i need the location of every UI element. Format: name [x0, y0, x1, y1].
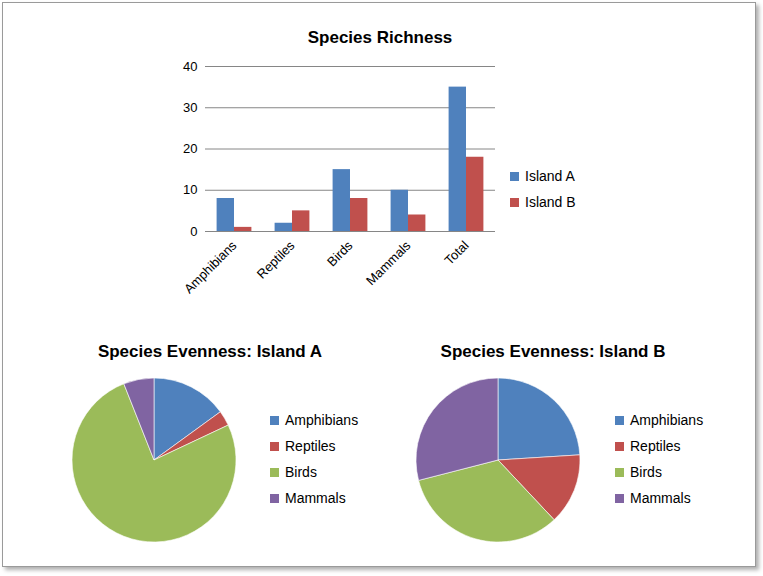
- html-text:Species Evenness: Island B: Species Evenness: Island B: [440, 342, 666, 361]
- svg-text:Mammals: Mammals: [363, 237, 414, 288]
- svg-text:10: 10: [183, 182, 197, 197]
- html-text:Amphibians: Amphibians: [630, 412, 704, 428]
- svg-text:Total: Total: [442, 238, 472, 268]
- html-text:Species Evenness: Island A: Species Evenness: Island A: [97, 342, 323, 361]
- html-text:Species Richness: Species Richness: [307, 28, 453, 47]
- html-text:Mammals: Mammals: [285, 490, 346, 506]
- svg-text:20: 20: [183, 141, 197, 156]
- svg-text:30: 30: [183, 100, 197, 115]
- svg-text:Reptiles: Reptiles: [254, 237, 298, 281]
- svg-text:0: 0: [190, 224, 197, 239]
- html-text:Birds: Birds: [630, 464, 662, 480]
- svg-text:40: 40: [183, 59, 197, 74]
- html-text:Reptiles: Reptiles: [630, 438, 681, 454]
- html-text:Birds: Birds: [285, 464, 317, 480]
- html-text:Island B: Island B: [525, 194, 576, 210]
- html-text:Island A: Island A: [525, 168, 575, 184]
- html-text:Mammals: Mammals: [630, 490, 691, 506]
- svg-text:Birds: Birds: [324, 237, 356, 269]
- svg-text:Amphibians: Amphibians: [181, 237, 240, 296]
- html-text:Reptiles: Reptiles: [285, 438, 336, 454]
- html-text:Amphibians: Amphibians: [285, 412, 359, 428]
